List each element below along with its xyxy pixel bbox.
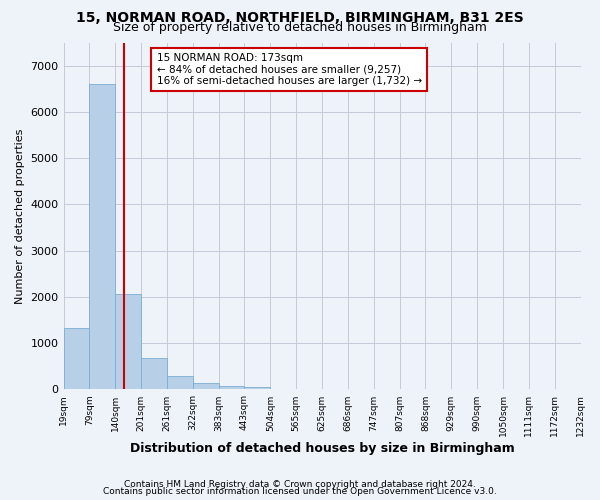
Text: Contains HM Land Registry data © Crown copyright and database right 2024.: Contains HM Land Registry data © Crown c… <box>124 480 476 489</box>
Bar <box>244 387 271 390</box>
Text: 15 NORMAN ROAD: 173sqm
← 84% of detached houses are smaller (9,257)
16% of semi-: 15 NORMAN ROAD: 173sqm ← 84% of detached… <box>157 53 422 86</box>
Text: 15, NORMAN ROAD, NORTHFIELD, BIRMINGHAM, B31 2ES: 15, NORMAN ROAD, NORTHFIELD, BIRMINGHAM,… <box>76 11 524 25</box>
Text: Size of property relative to detached houses in Birmingham: Size of property relative to detached ho… <box>113 22 487 35</box>
Bar <box>115 294 141 390</box>
Bar <box>141 358 167 390</box>
Y-axis label: Number of detached properties: Number of detached properties <box>15 128 25 304</box>
Bar <box>167 376 193 390</box>
Bar <box>193 384 218 390</box>
Bar <box>64 328 89 390</box>
Bar <box>89 84 115 390</box>
Text: Contains public sector information licensed under the Open Government Licence v3: Contains public sector information licen… <box>103 487 497 496</box>
Bar <box>218 386 244 390</box>
X-axis label: Distribution of detached houses by size in Birmingham: Distribution of detached houses by size … <box>130 442 514 455</box>
